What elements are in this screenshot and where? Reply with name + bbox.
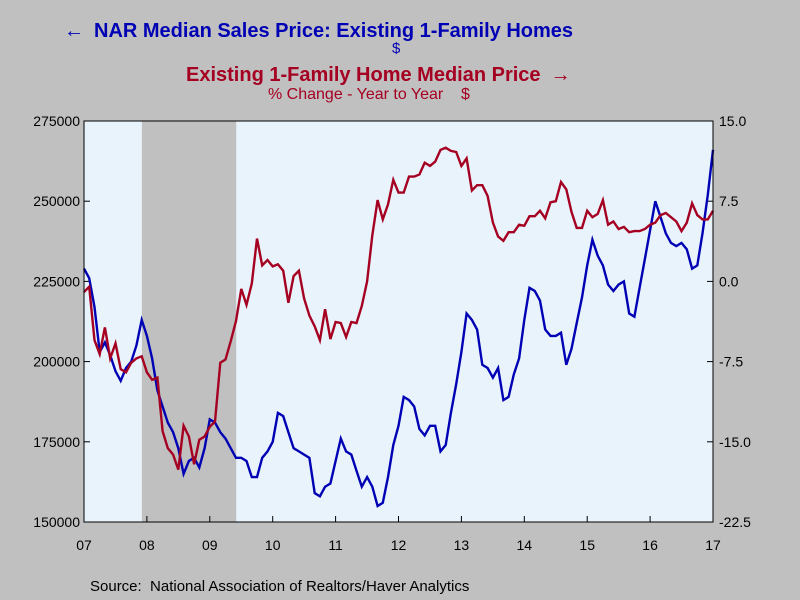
right-arrow-icon: → [550,64,571,86]
x-axis-tick-label: 14 [517,537,533,553]
x-axis-tick-label: 17 [705,537,721,553]
x-axis-tick-label: 15 [579,537,595,553]
right-axis-tick-label: -22.5 [719,514,751,530]
left-axis-tick-label: 250000 [33,193,80,209]
plot-frame [83,120,714,523]
axis-tick-labels: 150000 175000 200000 225000 250000 275000 -22.… [33,113,751,553]
right-series-subtitle: % Change - Year to Year $ [268,86,470,103]
left-series-title-text: NAR Median Sales Price: Existing 1-Famil… [94,20,574,42]
source-note: Source: National Association of Realtors… [90,578,470,595]
x-axis-tick-label: 16 [642,537,658,553]
right-axis-tick-label: 0.0 [719,273,739,289]
x-axis-tick-label: 09 [202,537,218,553]
x-axis-tick-label: 07 [76,537,92,553]
left-axis-tick-label: 275000 [33,113,80,129]
left-axis-tick-label: 225000 [33,273,80,289]
right-series-title: Existing 1-Family Home Median Price → [186,64,571,87]
left-series-title: ← NAR Median Sales Price: Existing 1-Fami… [64,20,573,43]
right-axis-tick-label: -7.5 [719,354,743,370]
series-line-median-price-yoy-change [83,146,715,470]
right-axis-tick-label: 15.0 [719,113,746,129]
recession-shading [141,121,237,522]
right-series-title-text: Existing 1-Family Home Median Price [186,64,541,86]
left-axis-unit: $ [392,40,401,57]
right-axis-tick-label: -15.0 [719,434,751,450]
x-axis-tick-label: 11 [328,537,343,553]
left-arrow-icon: ← [64,20,84,42]
x-axis-tick-label: 13 [454,537,470,553]
left-axis-tick-label: 150000 [33,514,80,530]
left-axis-tick-label: 175000 [33,434,80,450]
x-axis-tick-label: 12 [391,537,407,553]
series-line-nar-median-sales-price [82,149,715,508]
x-axis-tick-label: 08 [139,537,155,553]
x-axis-tick-label: 10 [265,537,281,553]
left-axis-tick-label: 200000 [33,354,80,370]
right-axis-tick-label: 7.5 [719,193,739,209]
